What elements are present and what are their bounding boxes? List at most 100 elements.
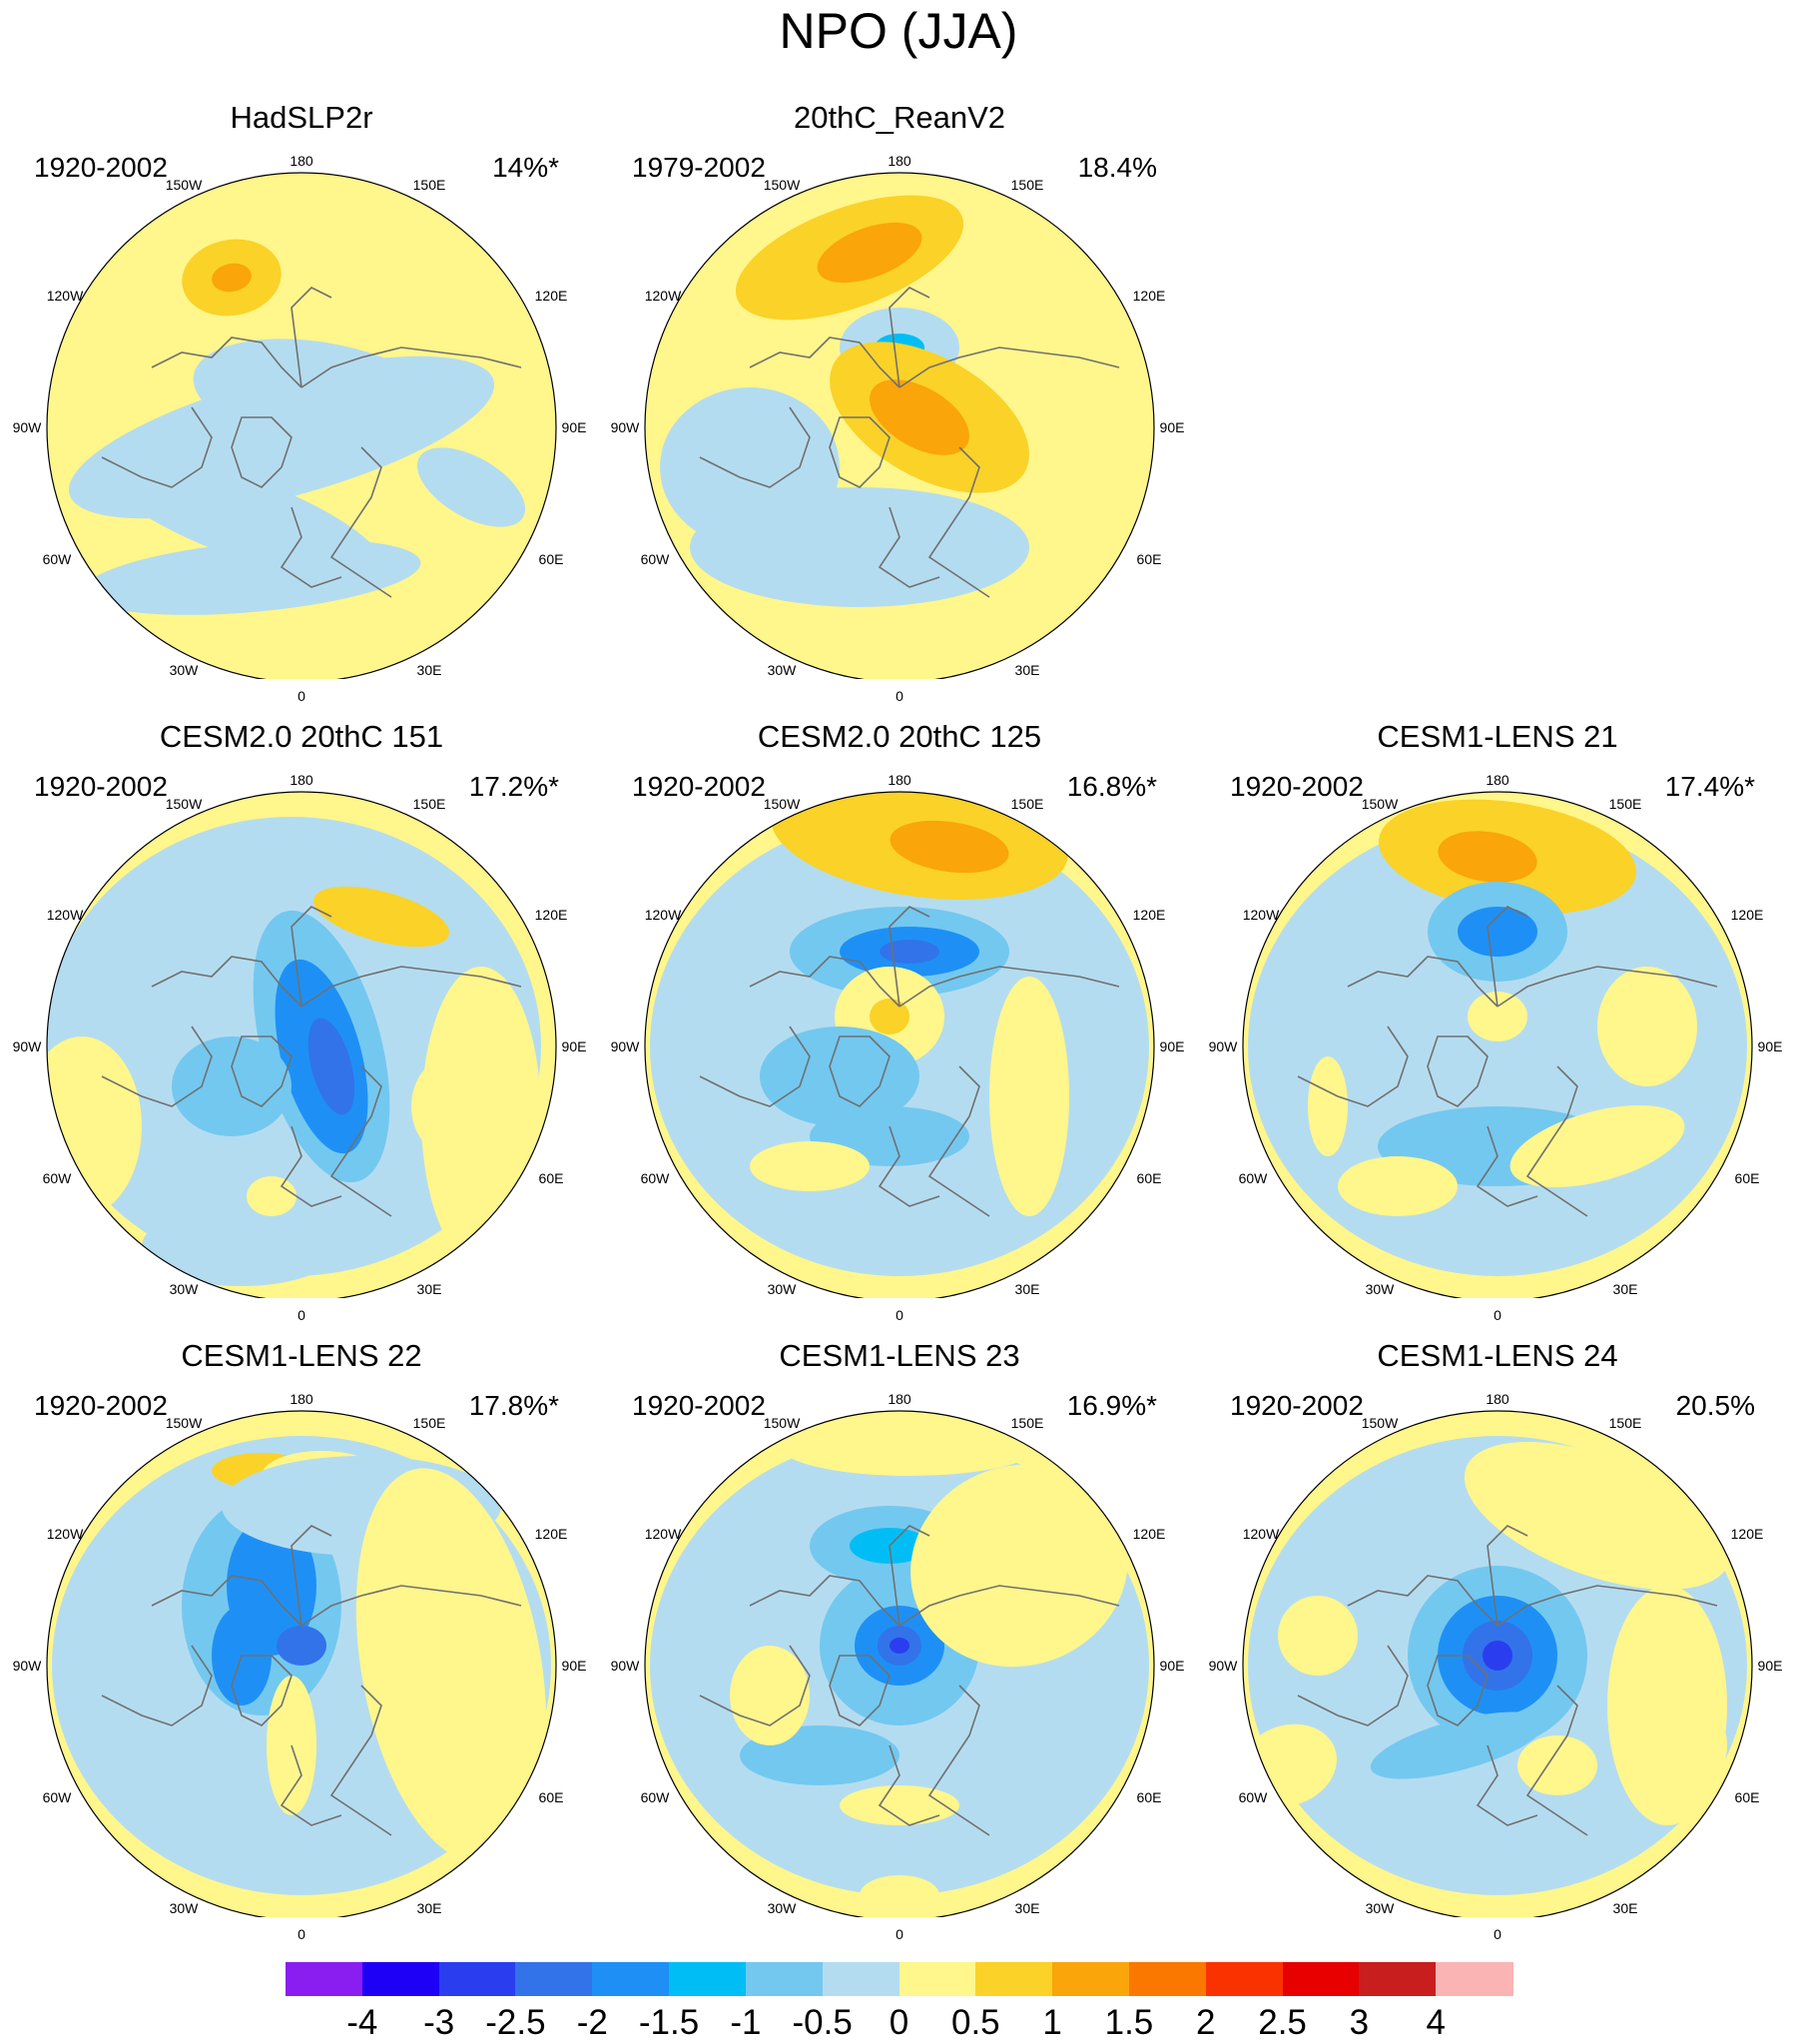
colorbar-tick-label: 2: [1196, 2003, 1216, 2042]
longitude-label: 60W: [42, 1170, 72, 1186]
anomaly-contour: [1464, 1442, 1731, 1590]
coastline: [300, 966, 522, 1008]
coastline: [889, 287, 930, 388]
coastline: [1497, 966, 1718, 1008]
panel-title: CESM2.0 20thC 125: [757, 719, 1042, 754]
coastline: [878, 506, 940, 588]
panel-title: CESM2.0 20thC 151: [159, 719, 444, 754]
longitude-label: 60W: [640, 1789, 670, 1805]
coastline: [280, 1125, 342, 1207]
longitude-label: 90E: [561, 419, 587, 435]
panel-variance: 17.4%*: [1664, 771, 1755, 802]
coastline: [231, 1035, 293, 1107]
longitude-label: 180: [290, 1391, 313, 1407]
colorbar: [286, 1962, 1513, 1998]
longitude-label: 0: [298, 1926, 305, 1942]
coastline: [231, 416, 293, 488]
colorbar-tick-label: -2.5: [485, 2003, 546, 2042]
map-panel: CESM1-LENS 21 1920-2002 17.4%* 180 150W 150E 1…: [1209, 719, 1783, 1323]
longitude-label: 30E: [1612, 1900, 1638, 1916]
longitude-label: 120W: [46, 288, 84, 304]
anomaly-contour: [690, 487, 1029, 607]
map-panel: HadSLP2r 1920-2002 14%* 180 150W 150E 120W 120E…: [13, 100, 587, 704]
coastline: [291, 1525, 332, 1627]
colorbar-tick-label: -1: [730, 2003, 762, 2042]
panel-period: 1920-2002: [632, 771, 766, 802]
anomaly-contour: [1509, 1104, 1685, 1188]
coastline: [329, 1685, 392, 1836]
anomaly-contour: [355, 1468, 547, 1863]
anomaly-contour: [82, 539, 421, 615]
coastline: [151, 956, 302, 1008]
colorbar-swatch: [1205, 1962, 1284, 1996]
longitude-label: 120E: [534, 1526, 568, 1542]
coastline: [1297, 1645, 1409, 1726]
longitude-label: 60W: [640, 1170, 670, 1186]
polar-map: [1242, 791, 1753, 1298]
colorbar-swatch: [1436, 1962, 1513, 1996]
longitude-label: 60E: [1136, 1789, 1162, 1805]
longitude-label: 90E: [1757, 1658, 1783, 1674]
coastline: [889, 906, 930, 1008]
coastline: [151, 1575, 302, 1627]
longitude-label: 90E: [561, 1038, 587, 1054]
colorbar-swatch: [745, 1962, 824, 1996]
anomaly-contour: [730, 1646, 810, 1745]
coastline: [101, 1645, 213, 1726]
coastline: [898, 346, 1120, 388]
colorbar-swatch: [898, 1962, 976, 1996]
panel-period: 1979-2002: [632, 152, 766, 183]
longitude-label: 30E: [416, 662, 442, 678]
coastline: [1427, 1035, 1489, 1107]
coastline: [878, 1125, 940, 1207]
map-panel: CESM2.0 20thC 125 1920-2002 16.8%* 180 150W 1…: [611, 719, 1185, 1323]
longitude-label: 60E: [538, 1170, 564, 1186]
anomaly-contour: [307, 1018, 355, 1115]
panel-title: 20thC_ReanV2: [794, 100, 1005, 135]
longitude-label: 0: [896, 688, 903, 704]
panel-variance: 17.2%*: [468, 771, 559, 802]
colorbar-swatch: [1359, 1962, 1437, 1996]
longitude-label: 60W: [1238, 1789, 1268, 1805]
map-panel: 20thC_ReanV2 1979-2002 18.4% 180 150W 150E 120…: [611, 100, 1185, 704]
colorbar-tick-label: 3: [1349, 2003, 1370, 2042]
map-panel: CESM1-LENS 23 1920-2002 16.9%* 180 150W 150E 1…: [611, 1338, 1185, 1942]
coastline: [280, 1744, 342, 1826]
map-border: [46, 1410, 557, 1917]
longitude-label: 180: [888, 1391, 911, 1407]
longitude-label: 0: [1494, 1307, 1501, 1323]
coastline: [699, 406, 811, 488]
longitude-label: 120W: [46, 1526, 84, 1542]
anomaly-contour: [193, 339, 450, 456]
longitude-label: 60E: [1136, 1170, 1162, 1186]
anomaly-contour: [890, 820, 1009, 874]
panel-title: CESM1-LENS 24: [1377, 1338, 1618, 1373]
colorbar-swatch: [361, 1962, 440, 1996]
anomaly-contour: [1338, 1156, 1458, 1216]
colorbar-swatch: [592, 1962, 670, 1996]
coastline: [300, 1585, 522, 1627]
longitude-label: 150W: [1361, 1415, 1399, 1431]
colorbar-tick-label: -0.5: [792, 2003, 853, 2042]
longitude-label: 180: [290, 153, 313, 169]
longitude-label: 30E: [1014, 662, 1040, 678]
colorbar-swatch: [286, 1962, 363, 1996]
longitude-label: 90W: [610, 1658, 640, 1674]
colorbar-swatch: [975, 1962, 1053, 1996]
coastline: [101, 406, 213, 488]
longitude-label: 180: [1486, 772, 1509, 788]
longitude-label: 60E: [538, 1789, 564, 1805]
map-border: [46, 172, 557, 679]
longitude-label: 150E: [1010, 796, 1044, 812]
longitude-label: 60E: [538, 551, 564, 567]
map-panel: CESM1-LENS 22 1920-2002 17.8%* 180 150W 150E 1…: [13, 1338, 587, 1942]
longitude-label: 180: [1486, 1391, 1509, 1407]
map-border: [46, 791, 557, 1298]
anomaly-contour: [421, 967, 541, 1266]
longitude-label: 90W: [610, 419, 640, 435]
longitude-label: 150E: [412, 1415, 446, 1431]
polar-map: [46, 791, 557, 1298]
polar-map: [1242, 1410, 1753, 1917]
anomaly-contour: [750, 1141, 870, 1191]
coastline: [1525, 1065, 1588, 1217]
